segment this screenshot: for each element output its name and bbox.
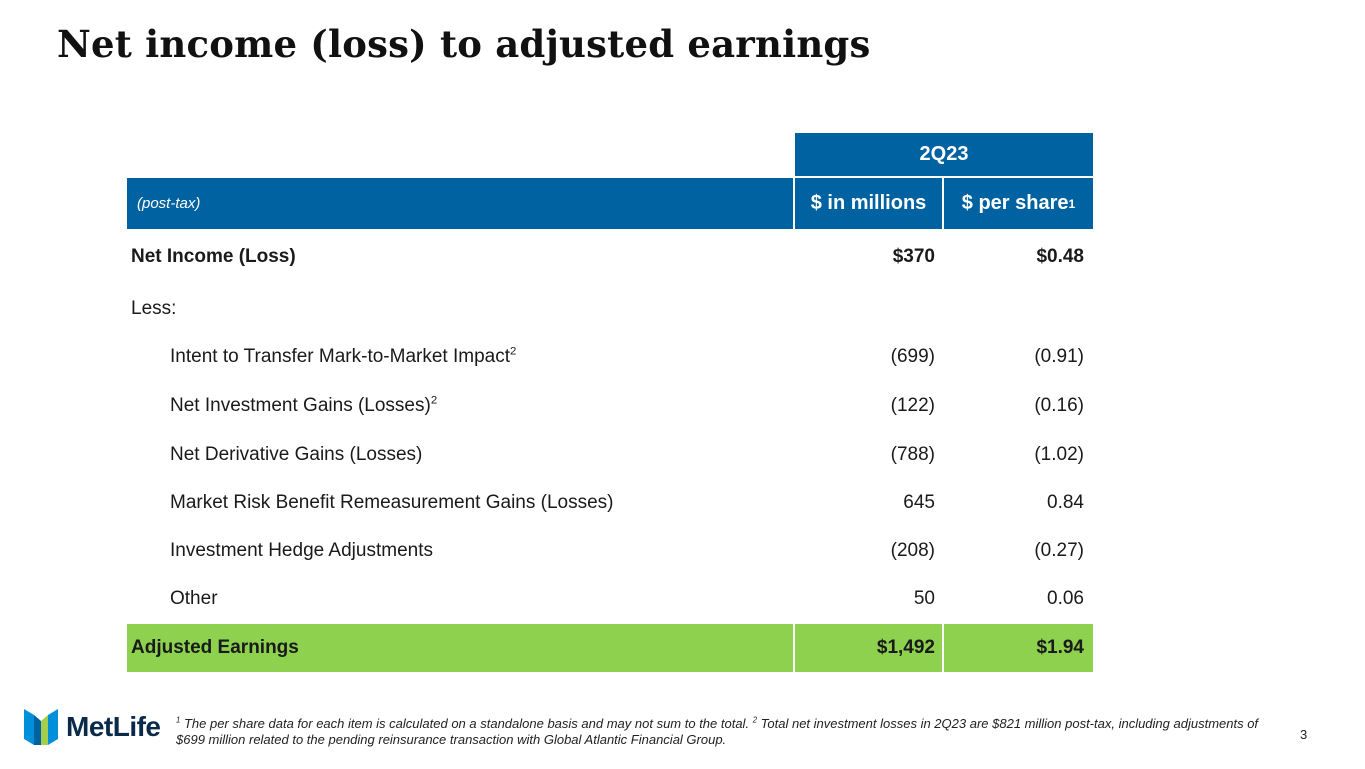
total-per-share: $1.94 bbox=[1036, 637, 1084, 658]
metlife-logo-text: MetLife bbox=[66, 711, 161, 742]
basis-header: (post-tax) bbox=[127, 178, 793, 229]
page-title: Net income (loss) to adjusted earnings bbox=[57, 22, 871, 66]
per-share-header: $ per share 1 bbox=[944, 178, 1093, 229]
footnote-text: The per share data for each item is calc… bbox=[180, 716, 753, 731]
millions-header: $ in millions bbox=[795, 178, 942, 229]
table-row: Market Risk Benefit Remeasurement Gains … bbox=[127, 479, 1093, 527]
row-per-share: (0.16) bbox=[1034, 395, 1084, 416]
row-label-sup: 2 bbox=[510, 345, 517, 358]
row-millions: $370 bbox=[892, 246, 935, 267]
table-row-net-income: Net Income (Loss) $370 $0.48 bbox=[127, 233, 1093, 281]
table-row: Other 50 0.06 bbox=[127, 575, 1093, 623]
row-per-share: (0.91) bbox=[1034, 346, 1084, 367]
table-row: Net Investment Gains (Losses)2 (122) (0.… bbox=[127, 382, 1093, 430]
row-label: Net Investment Gains (Losses) bbox=[170, 395, 431, 416]
row-label: Market Risk Benefit Remeasurement Gains … bbox=[170, 492, 614, 513]
table-row: Intent to Transfer Mark-to-Market Impact… bbox=[127, 333, 1093, 381]
row-label-sup: 2 bbox=[430, 394, 438, 407]
row-millions: 645 bbox=[903, 492, 935, 513]
basis-label: (post-tax) bbox=[137, 195, 201, 212]
row-label: Other bbox=[170, 588, 218, 609]
footnote: 1 The per share data for each item is ca… bbox=[176, 716, 1276, 748]
metlife-logo-icon bbox=[24, 709, 58, 745]
row-per-share: (0.27) bbox=[1034, 540, 1084, 561]
row-millions: (208) bbox=[890, 540, 935, 561]
row-millions: (699) bbox=[890, 346, 935, 367]
total-cell-bg bbox=[127, 624, 793, 672]
row-label: Less: bbox=[131, 298, 177, 319]
row-per-share: 0.84 bbox=[1047, 492, 1084, 513]
row-label-wrap: Net Investment Gains (Losses)2 bbox=[127, 395, 793, 417]
row-label: Intent to Transfer Mark-to-Market Impact bbox=[170, 346, 510, 367]
row-millions: 50 bbox=[913, 588, 935, 609]
footnote-sup: 1 bbox=[176, 715, 181, 725]
row-label: Investment Hedge Adjustments bbox=[170, 540, 433, 561]
total-millions: $1,492 bbox=[876, 637, 935, 658]
per-share-header-label: $ per share bbox=[961, 192, 1069, 214]
page-number: 3 bbox=[1300, 727, 1308, 742]
table-row-less: Less: bbox=[127, 285, 1093, 333]
row-per-share: (1.02) bbox=[1034, 444, 1084, 465]
total-label: Adjusted Earnings bbox=[131, 637, 299, 658]
table-row: Net Derivative Gains (Losses) (788) (1.0… bbox=[127, 431, 1093, 479]
row-label-wrap: Intent to Transfer Mark-to-Market Impact… bbox=[127, 346, 793, 368]
row-label: Net Derivative Gains (Losses) bbox=[170, 444, 423, 465]
row-millions: (788) bbox=[890, 444, 935, 465]
row-millions: (122) bbox=[890, 395, 935, 416]
total-cell-bg bbox=[944, 624, 1093, 672]
row-per-share: $0.48 bbox=[1036, 246, 1084, 267]
row-label: Net Income (Loss) bbox=[131, 246, 296, 267]
metlife-logo: MetLife bbox=[24, 709, 161, 745]
footnote-sup: 2 bbox=[752, 715, 758, 725]
period-header: 2Q23 bbox=[795, 133, 1093, 176]
total-cell-bg bbox=[795, 624, 942, 672]
table-row-total: Adjusted Earnings $1,492 $1.94 bbox=[127, 624, 1093, 672]
table-row: Investment Hedge Adjustments (208) (0.27… bbox=[127, 527, 1093, 575]
footnote-text: Total net investment losses in 2Q23 are … bbox=[176, 716, 1259, 747]
row-per-share: 0.06 bbox=[1047, 588, 1084, 609]
